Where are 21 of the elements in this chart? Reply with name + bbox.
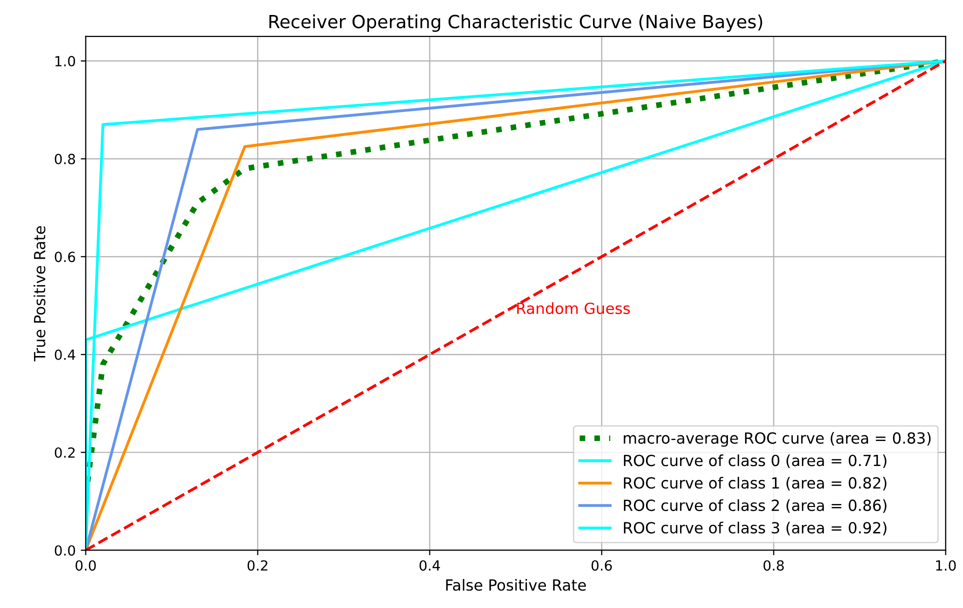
y-tick-label: 0.2 <box>54 447 75 458</box>
x-tick-label: 0.4 <box>420 560 440 571</box>
x-tick-label: 0.6 <box>592 560 612 571</box>
annotation: Random Guess <box>517 302 630 314</box>
x-tick-label: 0.8 <box>764 560 784 571</box>
legend-label: ROC curve of class 0 (area = 0.71) <box>624 454 886 468</box>
y-tick-label: 0.4 <box>54 349 76 360</box>
y-axis-title: True Positive Rate <box>34 226 46 362</box>
x-tick-label: 1.0 <box>936 560 956 571</box>
y-tick-label: 0.0 <box>54 545 76 556</box>
x-tick-label: 0.2 <box>248 560 268 571</box>
legend-label: ROC curve of class 3 (area = 0.92) <box>624 522 886 536</box>
x-tick-label: 0.0 <box>76 560 96 571</box>
chart-title: Receiver Operating Characteristic Curve (Naive Bayes) <box>269 14 762 32</box>
legend-label: ROC curve of class 1 (area = 0.82) <box>624 476 886 490</box>
y-tick-label: 0.8 <box>54 154 76 164</box>
legend-label: macro-average ROC curve (area = 0.83) <box>624 432 931 447</box>
x-axis-title: False Positive Rate <box>446 578 586 591</box>
y-tick-label: 0.6 <box>54 252 76 262</box>
legend-label: ROC curve of class 2 (area = 0.86) <box>624 499 886 513</box>
y-tick-label: 1.0 <box>55 56 76 66</box>
